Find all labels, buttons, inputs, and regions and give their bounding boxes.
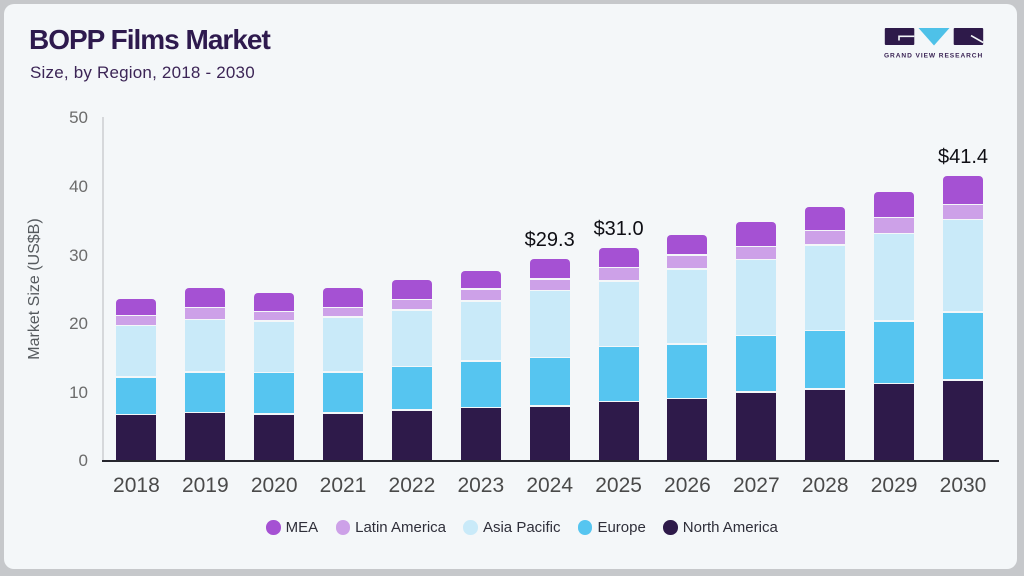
svg-text:GRAND VIEW RESEARCH: GRAND VIEW RESEARCH: [884, 53, 983, 60]
